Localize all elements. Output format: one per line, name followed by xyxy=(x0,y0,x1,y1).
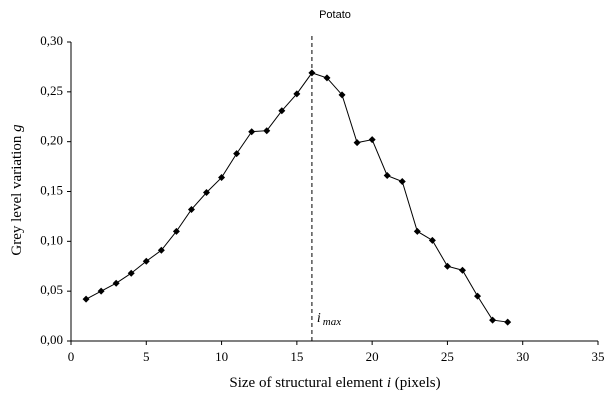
x-tick-label: 10 xyxy=(215,349,228,364)
x-axis-label: Size of structural element i (pixels) xyxy=(229,375,440,391)
x-tick-label: 0 xyxy=(68,349,75,364)
x-tick-label: 35 xyxy=(592,349,605,364)
point xyxy=(248,128,256,136)
x-tick-label: 15 xyxy=(290,349,303,364)
point xyxy=(353,139,361,147)
point xyxy=(112,279,120,287)
point xyxy=(308,69,316,77)
point xyxy=(413,227,421,235)
y-tick-label: 0,25 xyxy=(40,83,63,98)
point xyxy=(428,236,436,244)
point xyxy=(97,287,105,295)
point xyxy=(278,107,286,115)
y-tick-label: 0,30 xyxy=(40,33,63,48)
point xyxy=(368,136,376,144)
point xyxy=(383,172,391,180)
point xyxy=(127,269,135,277)
point xyxy=(398,178,406,186)
y-label-part: Grey level variation xyxy=(9,132,25,256)
y-tick-label: 0,05 xyxy=(40,282,63,297)
point xyxy=(504,318,512,326)
y-axis-label: Grey level variation g xyxy=(9,124,25,256)
y-tick-label: 0,10 xyxy=(40,232,63,247)
point xyxy=(142,257,150,265)
y-tick-label: 0,00 xyxy=(40,332,63,347)
point xyxy=(187,205,195,213)
x-tick-label: 20 xyxy=(366,349,379,364)
point xyxy=(263,127,271,135)
point xyxy=(443,262,451,270)
y-tick-label: 0,20 xyxy=(40,133,63,148)
point xyxy=(82,295,90,303)
point xyxy=(172,227,180,235)
x-tick-label: 30 xyxy=(516,349,529,364)
annotation-sub: max xyxy=(323,316,341,328)
x-label-part: (pixels) xyxy=(391,375,441,391)
annotation-main: i xyxy=(317,311,321,326)
point xyxy=(233,150,241,158)
point xyxy=(458,266,466,274)
line xyxy=(85,72,508,323)
point xyxy=(474,292,482,300)
x-label-part: i xyxy=(387,375,391,391)
chart-title: Potato xyxy=(319,9,351,21)
point xyxy=(293,90,301,98)
point xyxy=(338,91,346,99)
y-label-part: g xyxy=(9,124,25,132)
x-label-part: Size of structural element xyxy=(229,375,386,391)
annotation: i max xyxy=(317,311,341,327)
point xyxy=(218,174,226,182)
x-tick-label: 5 xyxy=(143,349,150,364)
y-tick-label: 0,15 xyxy=(40,182,63,197)
point xyxy=(489,316,497,324)
point xyxy=(203,188,211,196)
x-tick-label: 25 xyxy=(441,349,454,364)
point xyxy=(323,74,331,82)
point xyxy=(157,246,165,254)
